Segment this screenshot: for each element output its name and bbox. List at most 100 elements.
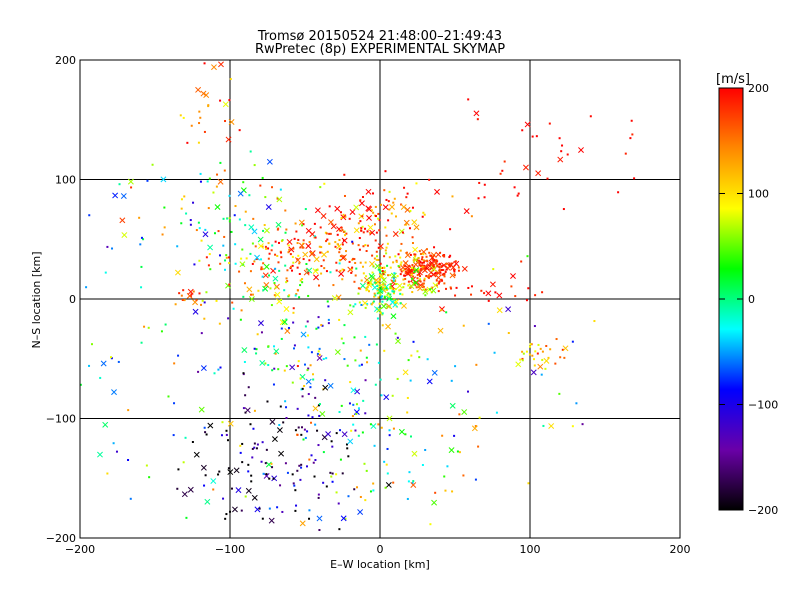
data-point-dot <box>547 356 550 359</box>
data-point-dot <box>386 242 389 245</box>
data-point-cross <box>417 285 424 292</box>
data-point-dot <box>266 400 269 403</box>
data-point-dot <box>633 177 636 180</box>
data-point-dot <box>317 350 320 353</box>
data-point-dot <box>425 248 428 251</box>
data-point-dot <box>530 343 533 346</box>
data-point-dot <box>222 244 225 247</box>
data-point-dot <box>307 346 310 349</box>
data-point-dot <box>140 265 143 268</box>
data-point-dot <box>376 285 379 288</box>
data-point-dot <box>174 303 177 306</box>
data-point-dot <box>320 272 323 275</box>
data-point-dot <box>408 471 411 474</box>
data-point-dot <box>413 253 416 256</box>
data-point-dot <box>561 348 564 351</box>
data-point-dot <box>391 394 394 397</box>
data-point-dot <box>528 353 531 356</box>
data-point-dot <box>411 264 414 267</box>
data-point-dot <box>437 282 440 285</box>
data-point-cross <box>276 298 283 305</box>
data-point-dot <box>630 119 633 122</box>
data-point-dot <box>252 217 255 220</box>
data-point-dot <box>343 194 346 197</box>
data-point-dot <box>242 181 245 184</box>
data-point-dot <box>443 275 446 278</box>
data-point-dot <box>441 273 444 276</box>
data-point-cross <box>578 147 584 154</box>
data-point-dot <box>255 348 258 351</box>
data-point-dot <box>438 280 441 283</box>
data-point-dot <box>198 110 201 113</box>
data-point-dot <box>306 369 309 372</box>
data-point-dot <box>422 253 425 256</box>
data-point-cross <box>279 319 286 326</box>
data-point-dot <box>340 226 343 229</box>
data-point-cross <box>314 207 321 214</box>
data-point-dot <box>291 269 294 272</box>
data-point-dot <box>419 275 422 278</box>
data-point-dot <box>220 434 223 437</box>
data-point-dot <box>297 360 300 363</box>
data-point-cross <box>200 464 207 471</box>
data-point-cross <box>347 438 354 445</box>
data-point-dot <box>474 424 477 427</box>
data-point-cross <box>233 467 240 474</box>
data-point-dot <box>90 343 93 346</box>
data-point-dot <box>335 473 338 476</box>
data-point-dot <box>140 236 143 239</box>
data-point-dot <box>377 361 380 364</box>
data-point-dot <box>274 253 277 256</box>
data-point-dot <box>287 244 290 247</box>
data-point-dot <box>389 274 392 277</box>
data-point-cross <box>276 427 283 434</box>
data-point-dot <box>400 261 403 264</box>
grid-lines <box>80 60 680 538</box>
data-point-dot <box>321 324 324 327</box>
data-point-dot <box>370 303 373 306</box>
data-point-dot <box>415 286 418 289</box>
data-point-dot <box>423 213 426 216</box>
data-point-dot <box>353 336 356 339</box>
data-point-dot <box>173 362 176 365</box>
data-point-dot <box>388 295 391 298</box>
data-point-dot <box>343 324 346 327</box>
data-point-dot <box>446 262 449 265</box>
data-point-cross <box>359 282 366 289</box>
data-point-cross <box>395 338 401 345</box>
data-point-dot <box>454 294 457 297</box>
data-point-dot <box>317 326 320 329</box>
data-point-dot <box>440 309 443 312</box>
data-point-dot <box>409 435 412 438</box>
data-point-dot <box>250 474 253 477</box>
data-point-dot <box>348 402 351 405</box>
data-point-dot <box>336 243 339 246</box>
data-point-cross <box>228 119 235 125</box>
data-point-dot <box>99 376 102 379</box>
data-point-dot <box>475 363 478 366</box>
data-point-dot <box>395 259 398 262</box>
data-point-dot <box>262 229 265 232</box>
data-point-dot <box>253 409 256 412</box>
data-point-dot <box>185 212 188 215</box>
data-point-dot <box>395 215 398 218</box>
data-point-dot <box>296 469 299 472</box>
data-point-dot <box>385 198 388 201</box>
data-point-dot <box>129 497 132 500</box>
data-point-dot <box>347 495 350 498</box>
data-point-dot <box>411 291 414 294</box>
data-point-dot <box>140 341 143 344</box>
data-point-dot <box>480 289 483 292</box>
data-point-dot <box>533 364 536 367</box>
data-point-dot <box>381 286 384 289</box>
data-point-dot <box>629 137 632 140</box>
data-point-dot <box>338 248 341 251</box>
data-point-dot <box>344 234 347 237</box>
data-point-dot <box>438 269 441 272</box>
data-point-dot <box>487 322 490 325</box>
data-point-dot <box>373 295 376 298</box>
data-point-dot <box>270 304 273 307</box>
data-point-dot <box>383 285 386 288</box>
data-point-dot <box>394 288 397 291</box>
data-point-dot <box>440 278 443 281</box>
